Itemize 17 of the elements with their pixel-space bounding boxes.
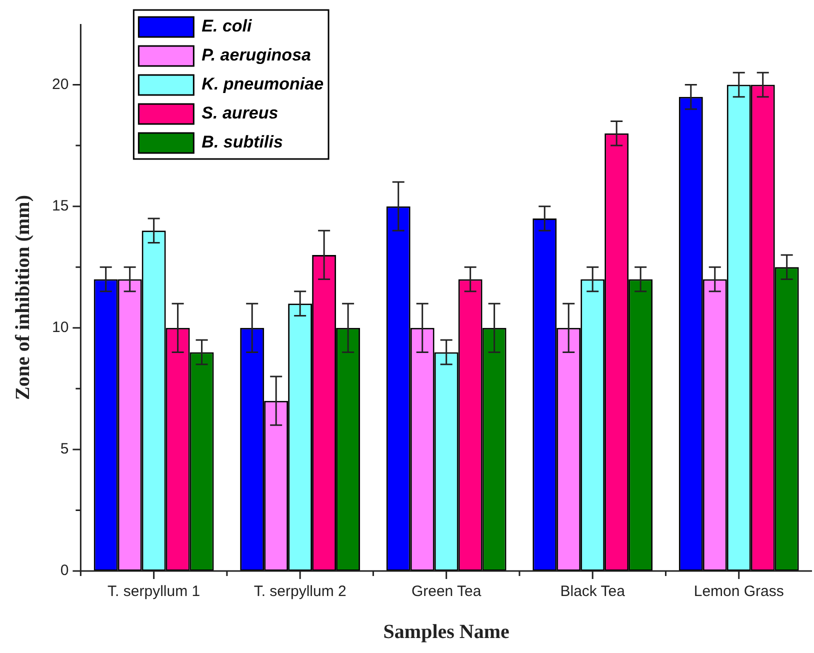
x-tick-label: T. serpyllum 1 — [108, 583, 200, 600]
legend-label: S. aureus — [202, 104, 278, 123]
x-tick-label: Black Tea — [560, 583, 626, 600]
legend-label: K. pneumoniae — [202, 74, 324, 94]
x-tick-label: Lemon Grass — [694, 583, 784, 600]
x-axis-title: Samples Name — [383, 621, 510, 644]
x-tick-label: Green Tea — [411, 583, 482, 600]
y-tick-label: 15 — [52, 197, 69, 214]
y-axis-title: Zone of inhibition (mm) — [12, 194, 34, 400]
y-tick-label: 10 — [52, 319, 69, 336]
legend-label: B. subtilis — [202, 132, 283, 152]
legend-label: P. aeruginosa — [202, 46, 311, 65]
x-tick-label: T. serpyllum 2 — [254, 583, 346, 600]
y-tick-label: 0 — [60, 562, 69, 580]
y-tick-label: 20 — [52, 76, 69, 93]
legend-label: E. coli — [202, 16, 254, 36]
y-tick-label: 5 — [60, 440, 69, 458]
